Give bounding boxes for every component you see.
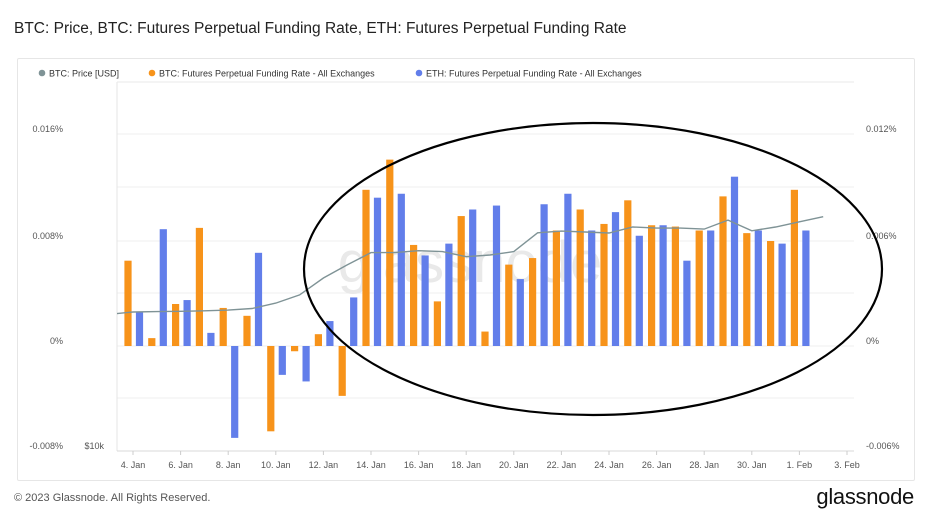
eth-funding-bar — [159, 229, 167, 346]
eth-funding-bar — [564, 193, 572, 346]
annotation-ellipse — [302, 121, 884, 417]
btc-funding-bar — [362, 189, 370, 346]
eth-funding-bar — [516, 279, 524, 346]
x-tick-label: 10. Jan — [261, 460, 291, 470]
eth-funding-bar — [588, 230, 596, 346]
eth-funding-bar — [278, 346, 286, 375]
btc-funding-bar — [695, 230, 703, 346]
btc-funding-bar — [481, 331, 489, 346]
eth-funding-bar — [802, 230, 810, 346]
btc-funding-bar — [314, 334, 322, 346]
x-tick-label: 6. Jan — [168, 460, 193, 470]
right-axis-tick: 0.012% — [866, 124, 897, 134]
x-tick-label: 16. Jan — [404, 460, 434, 470]
btc-funding-bar — [338, 346, 346, 396]
x-tick-label: 26. Jan — [642, 460, 672, 470]
btc-funding-bar — [790, 189, 798, 346]
right-axis-tick: -0.006% — [866, 441, 900, 451]
x-tick-label: 18. Jan — [451, 460, 481, 470]
x-tick-label: 8. Jan — [216, 460, 241, 470]
x-tick-label: 22. Jan — [547, 460, 577, 470]
btc-funding-bar — [457, 216, 465, 346]
btc-funding-bar — [219, 307, 227, 346]
copyright-footer: © 2023 Glassnode. All Rights Reserved. — [14, 492, 211, 504]
btc-funding-bar — [148, 338, 156, 346]
x-tick-label: 3. Feb — [834, 460, 860, 470]
eth-funding-bar — [492, 205, 501, 346]
left-axis-tick: 0.008% — [32, 231, 63, 241]
right-axis-tick: 0% — [866, 336, 879, 346]
btc-funding-bar — [433, 301, 441, 346]
left-axis-tick: -0.008% — [29, 441, 63, 451]
x-tick-label: 28. Jan — [689, 460, 719, 470]
btc-funding-bar — [624, 200, 632, 346]
btc-funding-bar — [743, 233, 751, 346]
x-tick-label: 4. Jan — [121, 460, 146, 470]
btc-price-line — [117, 216, 824, 315]
eth-funding-bar — [659, 225, 667, 346]
eth-funding-bar — [754, 230, 762, 346]
x-tick-label: 12. Jan — [309, 460, 339, 470]
eth-funding-bar — [302, 346, 310, 382]
legend-marker-1 — [148, 69, 156, 77]
x-tick-label: 20. Jan — [499, 460, 529, 470]
chart-card — [17, 58, 915, 481]
right-axis-tick: 0.006% — [866, 231, 897, 241]
legend-marker-0 — [38, 69, 46, 77]
eth-funding-bar — [231, 346, 239, 438]
legend-label: BTC: Price [USD] — [49, 69, 119, 79]
eth-funding-bar — [350, 297, 358, 346]
eth-funding-bar — [135, 311, 144, 346]
price-axis-tick: $10k — [84, 441, 104, 451]
x-tick-label: 30. Jan — [737, 460, 767, 470]
legend-label: BTC: Futures Perpetual Funding Rate - Al… — [159, 69, 375, 79]
plot-area — [117, 159, 824, 438]
chart-title: BTC: Price, BTC: Futures Perpetual Fundi… — [14, 20, 627, 37]
x-tick-label: 24. Jan — [594, 460, 624, 470]
eth-funding-bar — [469, 209, 477, 346]
btc-funding-bar — [719, 196, 727, 346]
eth-funding-bar — [778, 243, 786, 346]
eth-funding-bar — [683, 260, 691, 346]
btc-funding-bar — [410, 244, 418, 346]
btc-funding-bar — [243, 315, 251, 346]
eth-funding-bar — [326, 321, 334, 346]
legend-marker-2 — [415, 69, 423, 77]
eth-funding-bar — [730, 176, 739, 346]
btc-funding-bar — [600, 223, 608, 346]
eth-funding-bar — [183, 300, 191, 346]
eth-funding-bar — [707, 230, 715, 346]
btc-funding-bar — [552, 230, 560, 346]
eth-funding-bar — [254, 252, 263, 346]
btc-funding-bar — [767, 241, 775, 346]
x-tick-label: 14. Jan — [356, 460, 386, 470]
btc-funding-bar — [267, 346, 275, 432]
btc-funding-bar — [124, 260, 132, 346]
eth-funding-bar — [207, 332, 215, 346]
eth-funding-bar — [397, 193, 405, 346]
btc-funding-bar — [529, 258, 537, 346]
left-axis-tick: 0.016% — [32, 124, 63, 134]
glassnode-logo: glassnode — [816, 484, 914, 509]
btc-funding-bar — [195, 227, 203, 346]
btc-funding-bar — [576, 209, 584, 346]
x-tick-label: 1. Feb — [787, 460, 813, 470]
btc-funding-bar — [671, 226, 679, 346]
btc-funding-bar — [172, 304, 180, 346]
eth-funding-bar — [611, 212, 620, 346]
btc-funding-bar — [291, 346, 299, 352]
eth-funding-bar — [635, 235, 643, 346]
eth-funding-bar — [540, 204, 548, 346]
btc-funding-bar — [648, 225, 656, 346]
left-axis-tick: 0% — [50, 336, 63, 346]
eth-funding-bar — [373, 197, 382, 346]
eth-funding-bar — [445, 243, 453, 346]
eth-funding-bar — [421, 255, 429, 346]
btc-funding-bar — [505, 264, 513, 346]
legend-label: ETH: Futures Perpetual Funding Rate - Al… — [426, 69, 642, 79]
